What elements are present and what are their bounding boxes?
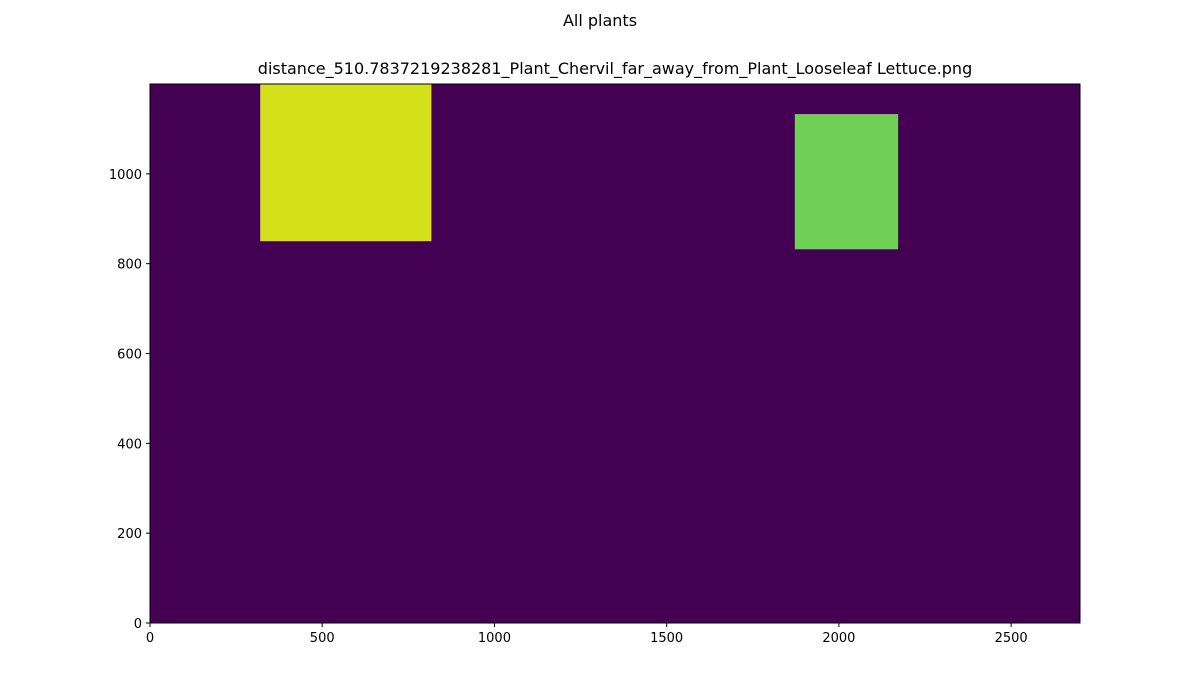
y-tick-label: 400 — [117, 437, 142, 452]
x-tick-label: 1500 — [650, 631, 683, 646]
y-tick-label: 1000 — [109, 168, 142, 183]
y-tick-label: 200 — [117, 527, 142, 542]
plot-area — [149, 83, 1081, 624]
figure-suptitle: All plants — [562, 11, 638, 30]
x-tick-label: 500 — [310, 631, 335, 646]
y-tick-label: 0 — [134, 617, 142, 632]
chart-title: distance_510.7837219238281_Plant_Chervil… — [257, 59, 973, 78]
x-tick-label: 0 — [146, 631, 154, 646]
x-axis: 0 500 1000 1500 2000 2500 — [146, 623, 1028, 646]
x-tick-label: 1000 — [478, 631, 511, 646]
y-tick-label: 600 — [117, 348, 142, 363]
heatmap-region-1 — [260, 84, 432, 242]
y-tick-label: 800 — [117, 258, 142, 273]
x-tick-label: 2000 — [822, 631, 855, 646]
y-axis: 0 200 400 600 800 1000 — [109, 168, 150, 632]
x-tick-label: 2500 — [995, 631, 1028, 646]
heatmap-region-2 — [794, 114, 899, 250]
